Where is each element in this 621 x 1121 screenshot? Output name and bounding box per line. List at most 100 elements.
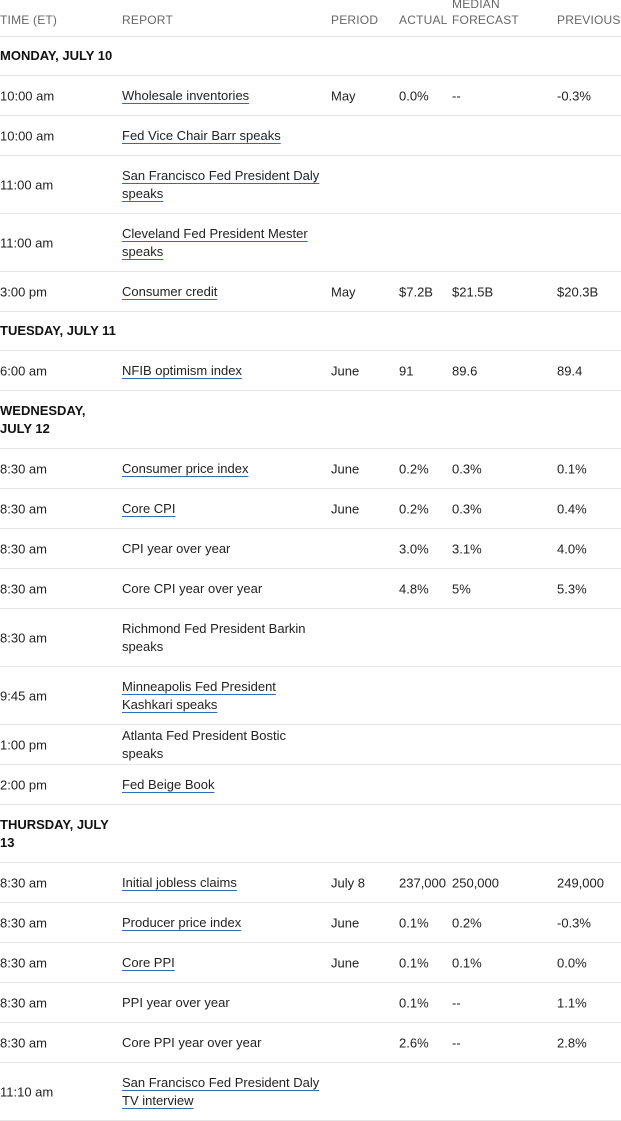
table-row: 8:30 am Richmond Fed President Barkin spe… bbox=[0, 609, 621, 667]
forecast-cell: -- bbox=[452, 88, 461, 103]
actual-cell: 0.1% bbox=[399, 915, 429, 930]
table-row: 11:00 am Cleveland Fed President Mester s… bbox=[0, 214, 621, 272]
actual-cell: 3.0% bbox=[399, 541, 429, 556]
report-link[interactable]: San Francisco Fed President Daly speaks bbox=[122, 167, 320, 201]
forecast-cell: 0.3% bbox=[452, 461, 482, 476]
previous-cell: $20.3B bbox=[557, 284, 599, 299]
period-cell: June bbox=[331, 461, 360, 476]
report-link[interactable]: Core CPI bbox=[122, 500, 176, 516]
day-label: MONDAY, JULY 10 bbox=[0, 48, 113, 63]
day-header-row: WEDNESDAY, JULY 12 bbox=[0, 391, 621, 449]
report-cell: Atlanta Fed President Bostic speaks bbox=[122, 727, 287, 761]
actual-cell: $7.2B bbox=[399, 284, 433, 299]
report-link[interactable]: Wholesale inventories bbox=[122, 87, 250, 103]
day-header-row: THURSDAY, JULY 13 bbox=[0, 805, 621, 863]
period-cell: May bbox=[331, 284, 356, 299]
time-cell: 9:45 am bbox=[0, 688, 47, 703]
actual-cell: 0.1% bbox=[399, 955, 429, 970]
report-cell: Core CPI bbox=[122, 500, 327, 518]
report-cell: Fed Beige Book bbox=[122, 776, 327, 794]
time-cell: 8:30 am bbox=[0, 875, 47, 890]
report-cell: Wholesale inventories bbox=[122, 87, 327, 105]
time-cell: 11:00 am bbox=[0, 177, 54, 192]
report-link[interactable]: Initial jobless claims bbox=[122, 874, 237, 890]
time-cell: 8:30 am bbox=[0, 541, 47, 556]
report-cell: Core PPI bbox=[122, 954, 327, 972]
table-row: 3:00 pm Consumer credit May $7.2B $21.5B $20.… bbox=[0, 272, 621, 312]
forecast-cell: -- bbox=[452, 1035, 461, 1050]
forecast-cell: -- bbox=[452, 995, 461, 1010]
actual-cell: 91 bbox=[399, 363, 414, 378]
report-link[interactable]: Consumer credit bbox=[122, 283, 218, 299]
time-cell: 3:00 pm bbox=[0, 284, 47, 299]
day-label: WEDNESDAY, JULY 12 bbox=[0, 402, 86, 436]
previous-cell: -0.3% bbox=[557, 88, 591, 103]
forecast-cell: 5% bbox=[452, 581, 471, 596]
actual-cell: 0.1% bbox=[399, 995, 429, 1010]
column-header-actual: ACTUAL bbox=[399, 13, 448, 27]
table-row: 11:00 am San Francisco Fed President Daly… bbox=[0, 156, 621, 214]
table-row: 6:00 am NFIB optimism index June 91 89.6 89.4 bbox=[0, 351, 621, 391]
table-row: 10:00 am Wholesale inventories May 0.0% -- -0… bbox=[0, 76, 621, 116]
previous-cell: 89.4 bbox=[557, 363, 583, 378]
time-cell: 10:00 am bbox=[0, 128, 55, 143]
period-cell: June bbox=[331, 915, 360, 930]
time-cell: 8:30 am bbox=[0, 630, 47, 645]
day-label: THURSDAY, JULY 13 bbox=[0, 816, 109, 850]
column-header-previous: PREVIOUS bbox=[557, 13, 621, 27]
forecast-cell: 0.3% bbox=[452, 501, 482, 516]
report-cell: Core CPI year over year bbox=[122, 580, 263, 596]
report-link[interactable]: Fed Vice Chair Barr speaks bbox=[122, 127, 281, 143]
report-link[interactable]: Producer price index bbox=[122, 914, 242, 930]
report-link[interactable]: San Francisco Fed President Daly TV inte… bbox=[122, 1074, 320, 1108]
report-cell: Richmond Fed President Barkin speaks bbox=[122, 620, 306, 654]
report-cell: Fed Vice Chair Barr speaks bbox=[122, 127, 327, 145]
time-cell: 11:10 am bbox=[0, 1084, 54, 1099]
report-cell: PPI year over year bbox=[122, 994, 230, 1010]
time-cell: 11:00 am bbox=[0, 235, 54, 250]
actual-cell: 0.2% bbox=[399, 461, 429, 476]
actual-cell: 0.0% bbox=[399, 88, 429, 103]
forecast-cell: 89.6 bbox=[452, 363, 478, 378]
report-link[interactable]: Consumer price index bbox=[122, 460, 249, 476]
report-cell: CPI year over year bbox=[122, 540, 231, 556]
report-cell: Cleveland Fed President Mester speaks bbox=[122, 225, 327, 261]
previous-cell: 1.1% bbox=[557, 995, 587, 1010]
forecast-cell: 250,000 bbox=[452, 875, 499, 890]
day-header-row: TUESDAY, JULY 11 bbox=[0, 312, 621, 351]
table-row: 9:45 am Minneapolis Fed President Kashkar… bbox=[0, 667, 621, 725]
table-row: 10:00 am Fed Vice Chair Barr speaks bbox=[0, 116, 621, 156]
report-link[interactable]: Minneapolis Fed President Kashkari speak… bbox=[122, 678, 276, 712]
report-link[interactable]: Cleveland Fed President Mester speaks bbox=[122, 225, 308, 259]
actual-cell: 4.8% bbox=[399, 581, 429, 596]
period-cell: June bbox=[331, 501, 360, 516]
report-cell: Initial jobless claims bbox=[122, 874, 327, 892]
actual-cell: 2.6% bbox=[399, 1035, 429, 1050]
previous-cell: 2.8% bbox=[557, 1035, 587, 1050]
time-cell: 8:30 am bbox=[0, 995, 47, 1010]
column-header-time: TIME (ET) bbox=[0, 13, 58, 27]
table-row: 8:30 am Core CPI year over year 4.8% 5% 5.3% bbox=[0, 569, 621, 609]
report-cell: San Francisco Fed President Daly TV inte… bbox=[122, 1074, 327, 1110]
column-header-median: MEDIAN bbox=[452, 0, 500, 11]
day-label: TUESDAY, JULY 11 bbox=[0, 323, 116, 338]
previous-cell: 5.3% bbox=[557, 581, 587, 596]
report-cell: Producer price index bbox=[122, 914, 327, 932]
table-row: 8:30 am Core PPI year over year 2.6% -- 2.8% bbox=[0, 1023, 621, 1063]
report-link[interactable]: Core PPI bbox=[122, 954, 175, 970]
report-cell: Core PPI year over year bbox=[122, 1034, 262, 1050]
report-cell: Minneapolis Fed President Kashkari speak… bbox=[122, 678, 327, 714]
report-link[interactable]: NFIB optimism index bbox=[122, 362, 242, 378]
column-header-report: REPORT bbox=[122, 13, 173, 27]
previous-cell: 4.0% bbox=[557, 541, 587, 556]
report-link[interactable]: Fed Beige Book bbox=[122, 776, 215, 792]
previous-cell: 0.0% bbox=[557, 955, 587, 970]
actual-cell: 237,000 bbox=[399, 875, 446, 890]
time-cell: 2:00 pm bbox=[0, 777, 47, 792]
forecast-cell: 0.2% bbox=[452, 915, 482, 930]
table-body: MONDAY, JULY 10 10:00 am Wholesale invento… bbox=[0, 37, 621, 1121]
day-header-row: MONDAY, JULY 10 bbox=[0, 37, 621, 76]
previous-cell: -0.3% bbox=[557, 915, 591, 930]
previous-cell: 0.1% bbox=[557, 461, 587, 476]
